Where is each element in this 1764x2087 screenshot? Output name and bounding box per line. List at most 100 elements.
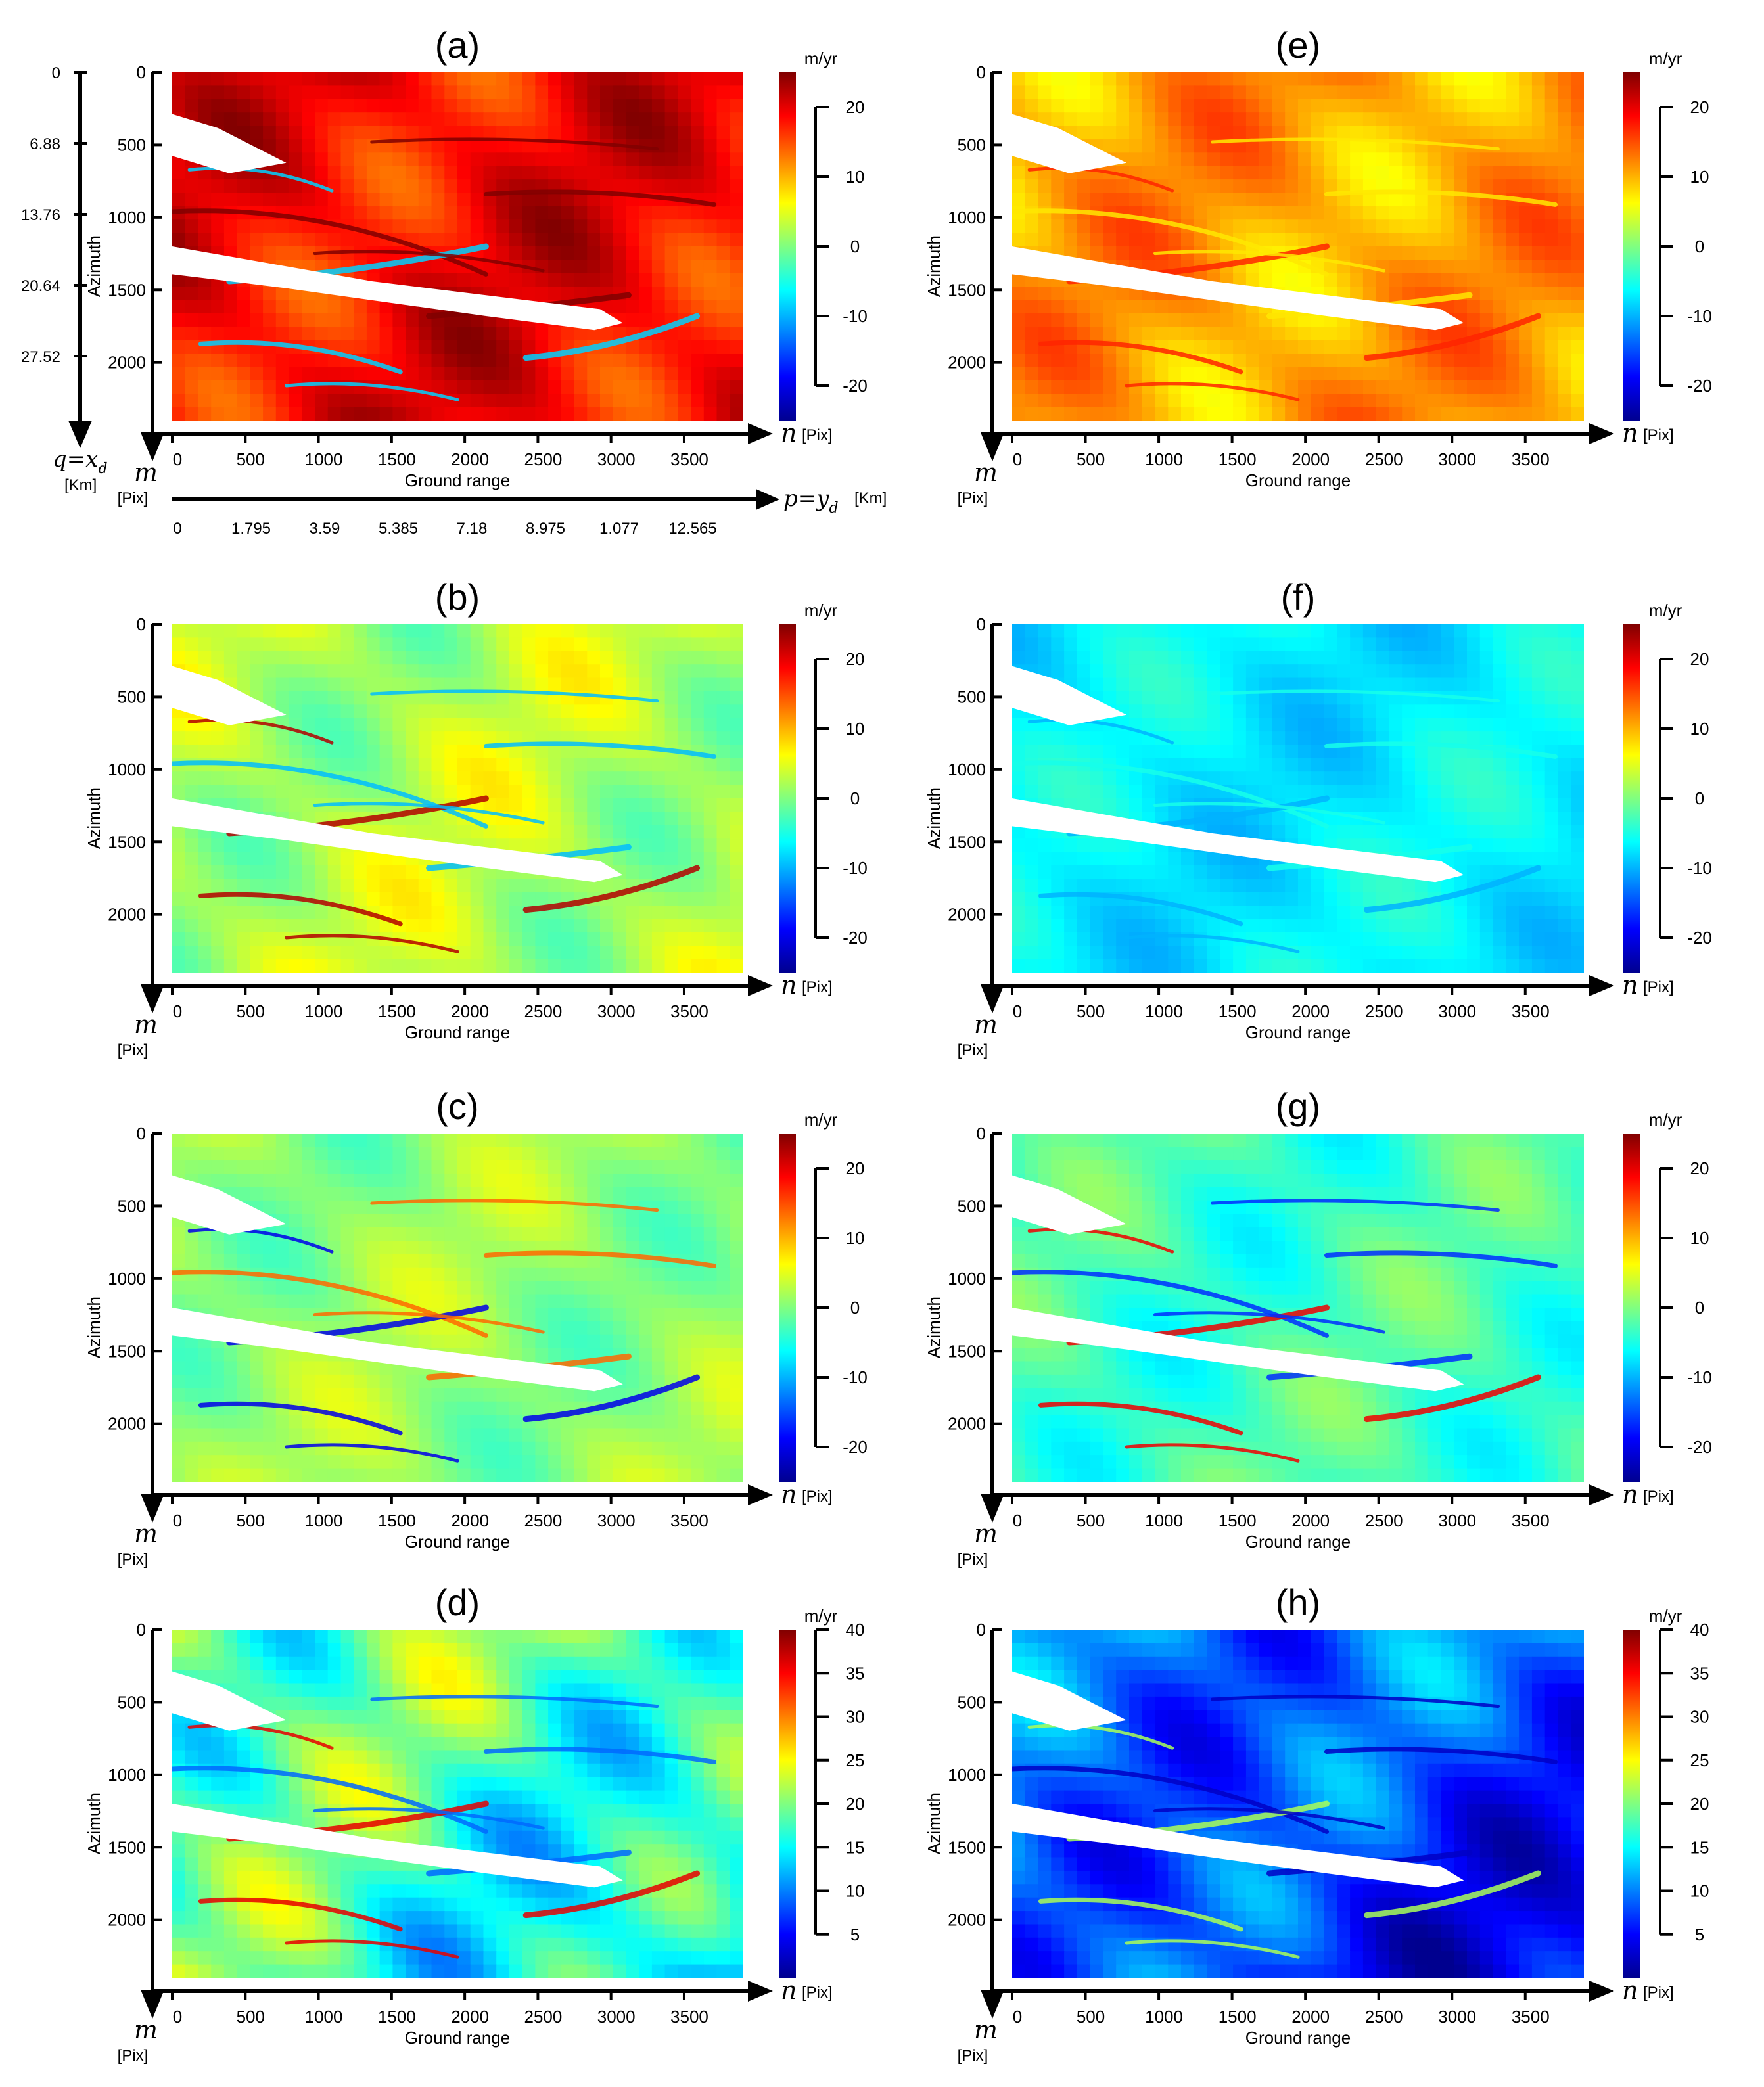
x-tick-label: 500: [237, 2007, 265, 2027]
y-tick-label: 500: [118, 687, 146, 706]
colorbar-tick-label: 0: [850, 237, 860, 256]
colorbar-tick-label: -10: [843, 306, 868, 326]
x-tick-label: 3000: [1438, 2007, 1476, 2027]
y-axis-label: Azimuth: [924, 787, 944, 849]
p-tick-label: 3.59: [310, 520, 340, 538]
panel-c: (c) 0 500 1000 1500 2000 0 500 1000 1500 2000 2500 3…: [84, 1086, 868, 1569]
colorbar-tick-label: 10: [846, 1228, 865, 1248]
x-tick-label: 2500: [1365, 449, 1403, 469]
x-tick-label: 0: [1013, 449, 1022, 469]
q-axis-label: q=xd: [53, 446, 108, 477]
y-tick-label: 2000: [108, 353, 146, 373]
y-tick-label: 2000: [948, 353, 986, 373]
x-tick-label: 2000: [451, 1511, 489, 1530]
panel-b: (b) 0 500 1000 1500 2000 0 500 1000 1500 2000 2500 3…: [84, 576, 868, 1059]
x-axis-label: Ground range: [1245, 1022, 1351, 1042]
colorbar-a: m/yr 20 10 0 -10 -20: [779, 49, 868, 421]
panel-f: (f) 0 500 1000 1500 2000 0 500 1000 1500 2000 2500 3…: [924, 576, 1712, 1059]
colorbar-tick-label: 20: [846, 97, 865, 117]
colorbar-tick-label: 30: [1690, 1707, 1709, 1727]
y-tick-label: 2000: [108, 1910, 146, 1930]
x-axis-label: Ground range: [1245, 470, 1351, 490]
y-tick-label: 1000: [108, 760, 146, 779]
panel-title-f: (f): [1281, 576, 1316, 618]
q-tick-label: 0: [52, 64, 60, 82]
n-unit: [Pix]: [802, 1984, 833, 2002]
x-tick-label: 2000: [451, 1001, 489, 1021]
panel-title-b: (b): [435, 576, 480, 618]
m-unit: [Pix]: [118, 490, 149, 507]
n-unit: [Pix]: [1643, 978, 1674, 996]
y-tick-label: 500: [958, 135, 986, 154]
x-tick-label: 1000: [305, 449, 343, 469]
colorbar-tick-label: -10: [843, 858, 868, 878]
n-symbol: n: [1622, 1480, 1638, 1509]
x-tick-label: 3000: [1438, 449, 1476, 469]
axes-b: 0 500 1000 1500 2000 0 500 1000 1500 2000 2500 3000…: [84, 614, 833, 1059]
p-tick-label: 12.565: [668, 520, 716, 538]
x-tick-label: 1000: [1145, 2007, 1183, 2027]
m-unit: [Pix]: [118, 1551, 149, 1569]
n-symbol: n: [781, 971, 797, 999]
colorbar-unit: m/yr: [1649, 601, 1683, 620]
y-tick-label: 2000: [108, 905, 146, 925]
x-tick-label: 1500: [378, 2007, 416, 2027]
colorbar-tick-label: 15: [1690, 1837, 1709, 1857]
x-tick-label: 2500: [1365, 1001, 1403, 1021]
q-axis-unit: [Km]: [64, 476, 97, 494]
heatmap-f: [1012, 624, 1584, 973]
axes-h: 0 500 1000 1500 2000 0 500 1000 1500 2000 2500 3000…: [924, 1620, 1674, 2065]
x-tick-label: 500: [1077, 1511, 1105, 1530]
x-tick-label: 3500: [1512, 1511, 1550, 1530]
x-tick-label: 2500: [1365, 1511, 1403, 1530]
x-tick-label: 1500: [1219, 2007, 1257, 2027]
x-tick-label: 500: [237, 449, 265, 469]
colorbar-tick-label: 20: [1690, 97, 1709, 117]
p-tick-label: 5.385: [379, 520, 418, 538]
colorbar-tick-label: -20: [1687, 376, 1712, 396]
y-tick-label: 1500: [108, 280, 146, 300]
y-tick-label: 500: [118, 135, 146, 154]
m-symbol: m: [974, 1519, 998, 1548]
x-tick-label: 1000: [305, 2007, 343, 2027]
colorbar-tick-label: 35: [1690, 1663, 1709, 1683]
m-unit: [Pix]: [958, 1551, 988, 1569]
colorbar-tick-label: 10: [846, 167, 865, 187]
extra-km-axes: q=xd [Km] 0 6.88 13.76 20.64 27.52 p=yd [Km]…: [21, 64, 887, 538]
colorbar-tick-label: 20: [846, 649, 865, 669]
heatmap-b: [172, 624, 743, 973]
x-tick-label: 1000: [305, 1511, 343, 1530]
colorbar-tick-label: 10: [1690, 167, 1709, 187]
x-tick-label: 2500: [524, 449, 562, 469]
x-axis-label: Ground range: [405, 2028, 510, 2048]
x-tick-label: 2500: [524, 1511, 562, 1530]
p-tick-label: 1.795: [231, 520, 271, 538]
colorbar-tick-label: 20: [1690, 1794, 1709, 1814]
y-axis-label: Azimuth: [924, 1296, 944, 1358]
heatmap-c: [172, 1134, 743, 1482]
y-tick-label: 1500: [948, 1837, 986, 1857]
y-tick-label: 500: [958, 1196, 986, 1216]
x-tick-label: 0: [1013, 1001, 1022, 1021]
colorbar-tick-label: 20: [1690, 1158, 1709, 1178]
heatmap-h: [1012, 1630, 1584, 1978]
x-tick-label: 1000: [1145, 1511, 1183, 1530]
q-tick-label: 20.64: [21, 277, 60, 295]
heatmap-d: [172, 1630, 743, 1978]
axes-e: 0 500 1000 1500 2000 0 500 1000 1500 2000 2500 3000…: [924, 62, 1674, 507]
colorbar-tick-label: -20: [843, 1437, 868, 1457]
panel-title-h: (h): [1276, 1582, 1320, 1623]
y-tick-label: 0: [977, 1620, 986, 1640]
x-axis-label: Ground range: [405, 470, 510, 490]
y-tick-label: 1000: [948, 760, 986, 779]
y-tick-label: 1000: [108, 208, 146, 227]
x-tick-label: 500: [237, 1511, 265, 1530]
m-unit: [Pix]: [118, 1042, 149, 1059]
colorbar-h: m/yr 40 35 30 25 20 15 10 5: [1623, 1606, 1709, 1978]
y-axis-label: Azimuth: [84, 787, 104, 849]
x-axis-label: Ground range: [1245, 2028, 1351, 2048]
x-tick-label: 3500: [1512, 449, 1550, 469]
y-tick-label: 500: [958, 1692, 986, 1712]
x-tick-label: 3500: [670, 1001, 708, 1021]
panel-title-c: (c): [436, 1086, 478, 1127]
